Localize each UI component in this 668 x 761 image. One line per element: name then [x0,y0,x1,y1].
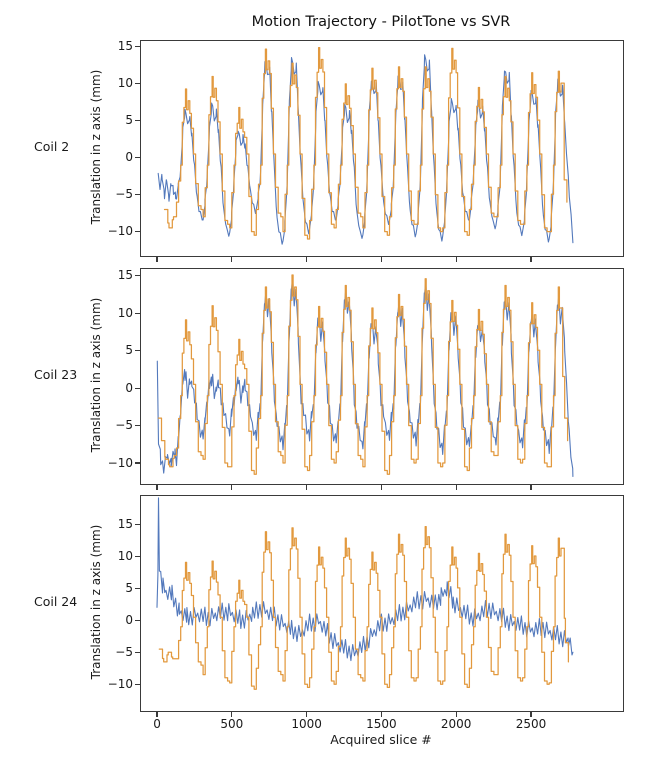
figure-title: Motion Trajectory - PilotTone vs SVR [251,14,511,30]
x-tick-label: 0 [153,717,161,731]
y-tick [135,275,140,277]
x-tick [231,257,233,262]
y-tick-label: 5 [125,581,133,595]
y-tick [135,312,140,314]
svr-line [158,525,570,690]
y-tick [135,619,140,621]
x-tick [455,712,457,717]
y-tick [135,462,140,464]
x-tick [231,712,233,717]
y-tick-label: −10 [107,676,133,691]
y-tick-label: 15 [117,268,133,283]
y-tick [135,651,140,653]
x-tick [530,257,532,262]
y-tick [135,587,140,590]
y-tick [135,424,140,427]
y-tick-label: 5 [125,113,133,128]
subplot-coil-24: 15 10 5 0 −5 −10 0 500 1000 1500 2000 2500 [108,495,624,731]
x-tick [380,485,382,490]
x-tick [156,712,158,717]
x-tick [306,257,308,262]
y-tick-label: 5 [125,343,133,358]
y-tick [135,120,140,122]
svr-line [163,46,568,240]
x-tick-label: 500 [220,717,244,731]
y-tick-label: 0 [125,380,133,395]
y-tick [135,46,140,48]
y-tick-label: 10 [117,76,133,91]
y-tick [135,556,140,558]
x-tick-label: 1000 [291,717,322,731]
y-tick-label: −5 [115,187,133,202]
x-tick [455,257,457,262]
y-tick [135,387,140,389]
coil-label-2: Coil 2 [34,139,70,154]
coil-label-23: Coil 23 [34,367,78,382]
pilottone-line [156,497,574,662]
y-tick [135,524,140,526]
x-tick [455,485,457,490]
x-tick [380,257,382,262]
y-tick [135,350,140,352]
y-tick-label: 10 [117,305,133,320]
y-tick [135,231,140,233]
x-tick [380,712,382,717]
x-tick [306,485,308,490]
chart-canvas [156,497,574,690]
coil-label-24: Coil 24 [34,594,78,609]
chart-canvas [157,46,574,245]
x-tick-label: 1500 [366,717,397,731]
y-tick-label: 0 [125,150,133,165]
subplot-coil-23: 15 10 5 0 −5 −10 [108,268,624,490]
y-tick-label: −5 [115,644,133,659]
y-tick-label: 15 [117,517,133,532]
x-tick [156,257,158,262]
x-tick [530,485,532,490]
y-tick-label: −5 [115,418,133,433]
svr-line [157,274,569,475]
x-tick [530,712,532,717]
y-tick-label: 15 [117,39,133,54]
chart-canvas [156,274,574,478]
y-tick-label: −10 [107,224,133,239]
y-tick-label: 0 [125,612,133,627]
x-axis-label: Acquired slice # [330,732,432,747]
subplot-coil-2: 15 10 5 0 −5 −10 [108,39,624,262]
y-tick [135,83,140,85]
x-tick [231,485,233,490]
x-tick [306,712,308,717]
y-tick [135,157,140,159]
x-tick [156,485,158,490]
y-tick [135,683,140,685]
x-tick-label: 2500 [515,717,547,731]
y-tick [135,194,140,196]
y-tick-label: −10 [107,455,133,470]
y-tick-label: 10 [117,549,133,564]
x-tick-label: 2000 [440,717,472,731]
